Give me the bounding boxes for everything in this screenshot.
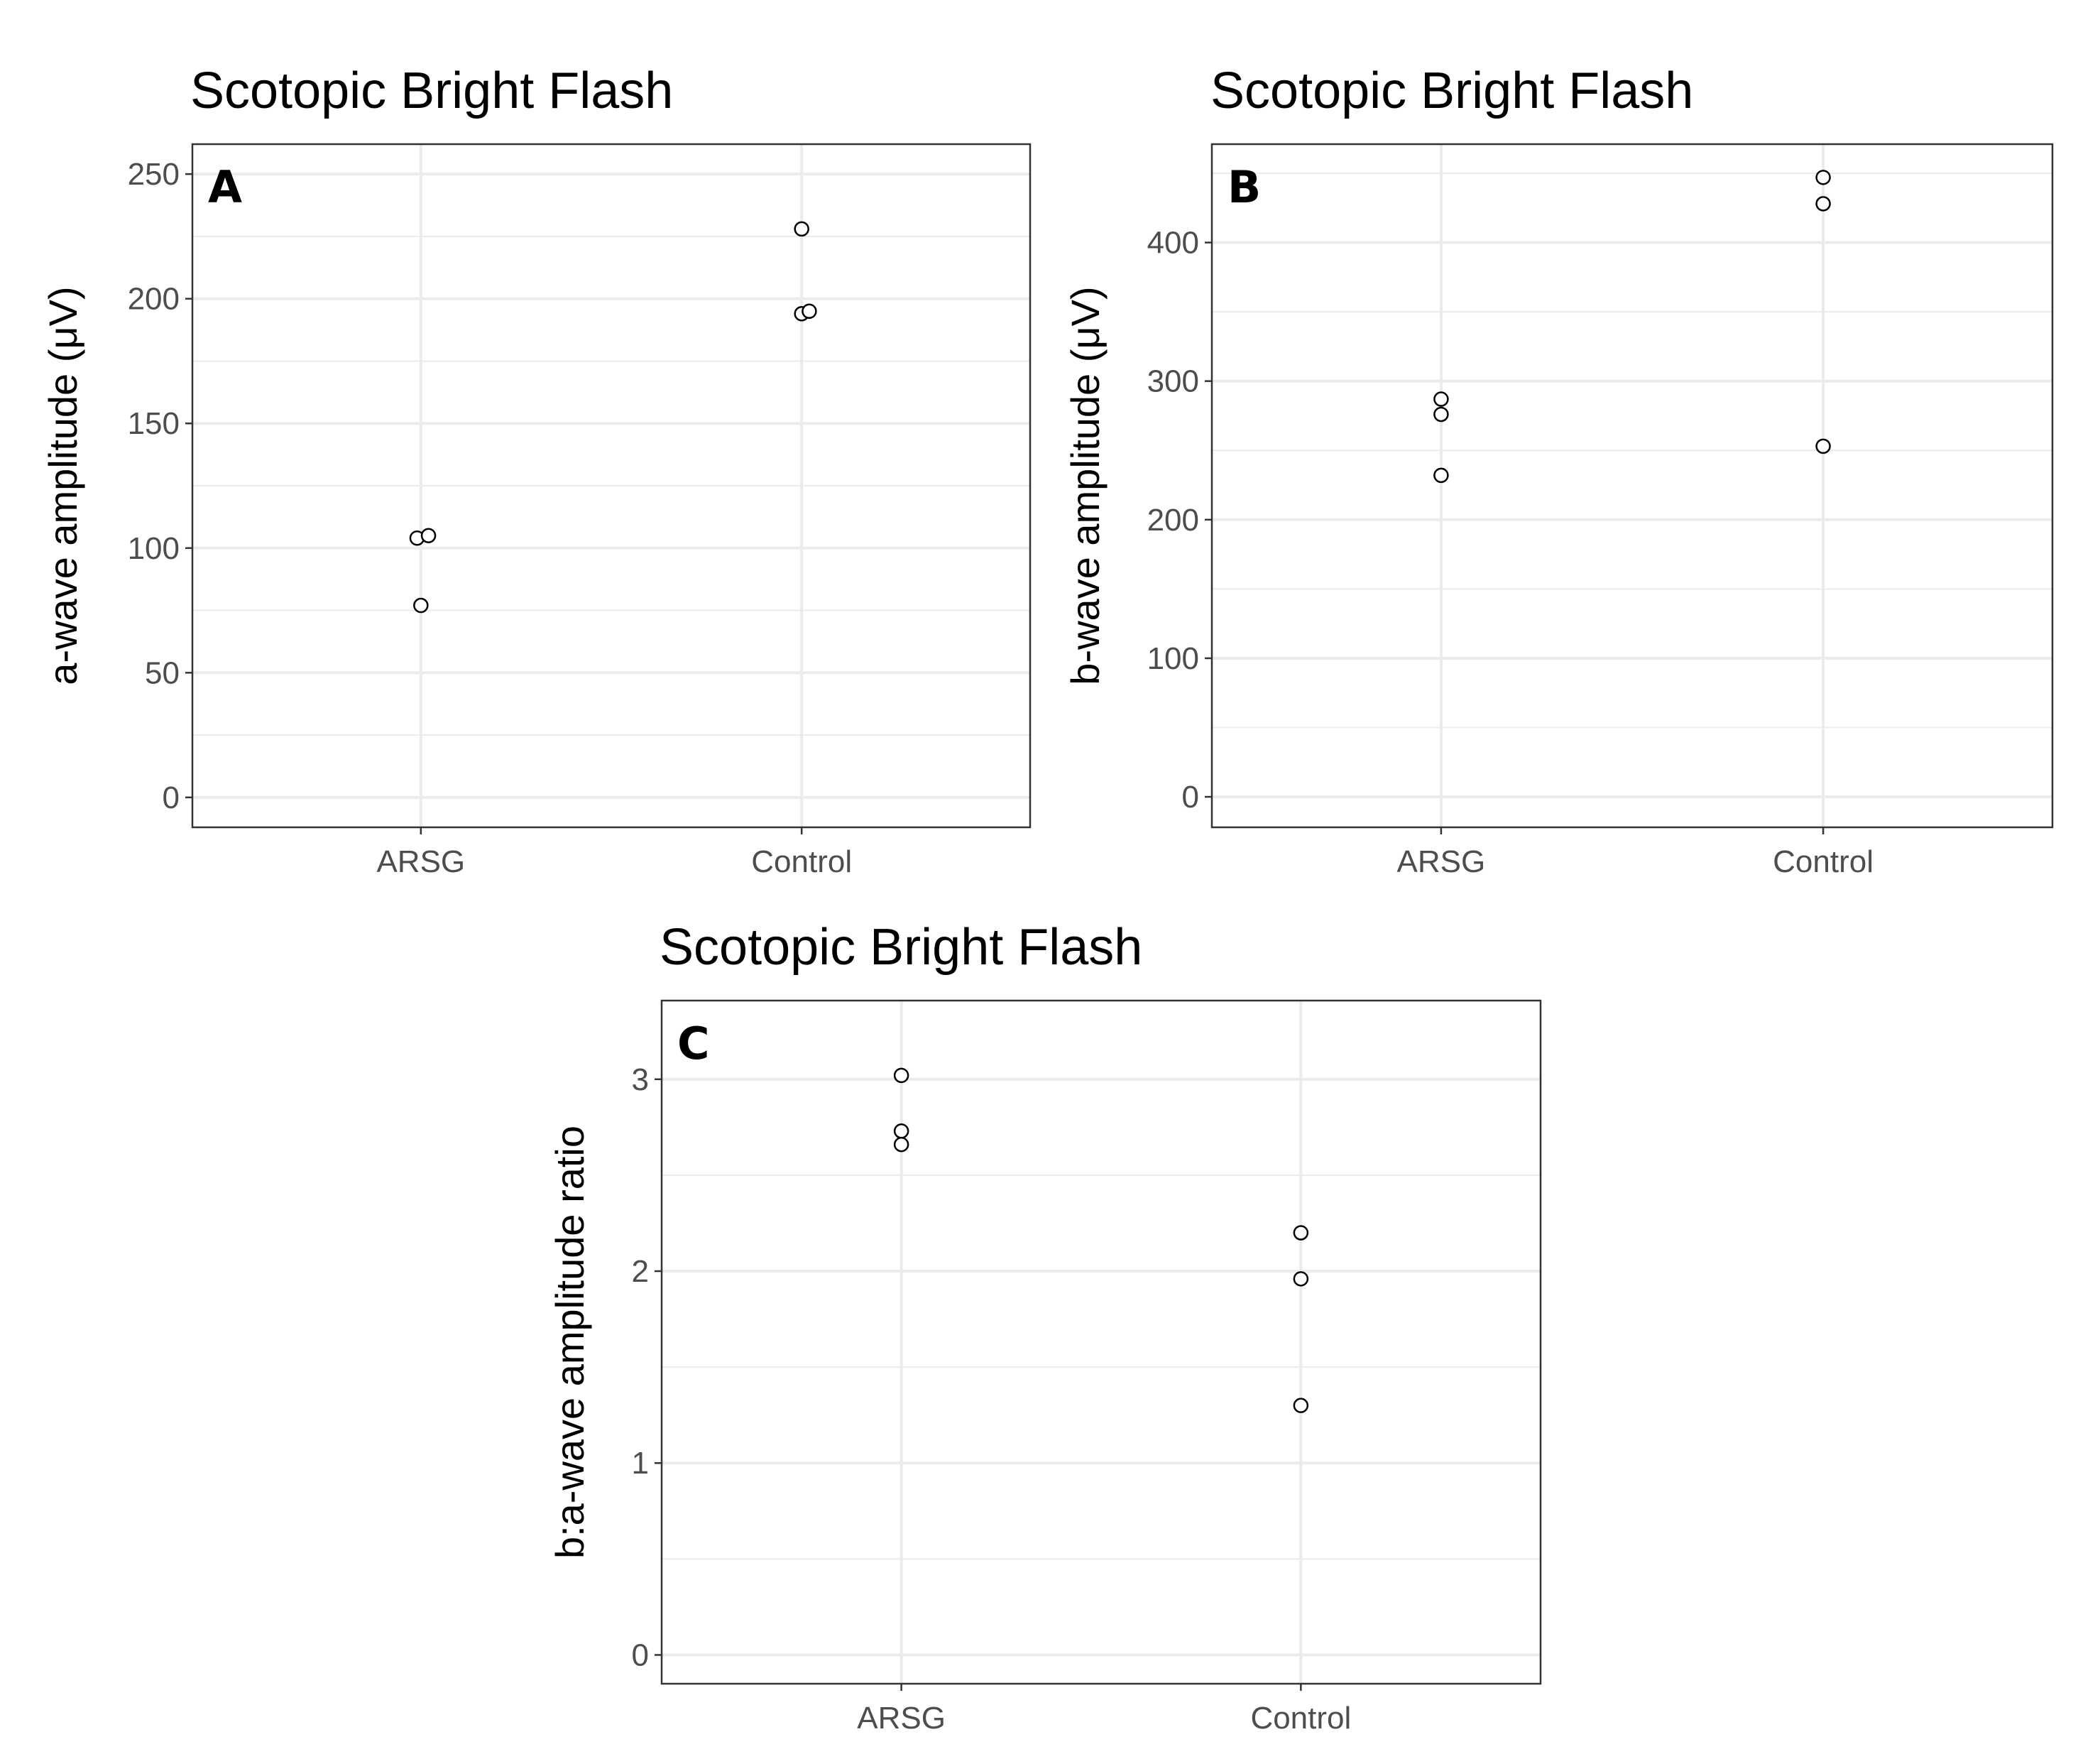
- data-point: [1293, 1271, 1309, 1287]
- data-point: [1293, 1225, 1309, 1241]
- data-point: [893, 1067, 909, 1084]
- chart-title: Scotopic Bright Flash: [660, 919, 1142, 976]
- y-tick-label: 2: [632, 1254, 649, 1289]
- y-tick-label: 100: [128, 531, 180, 566]
- y-tick-label: 100: [1147, 641, 1199, 676]
- y-tick-label: 300: [1147, 364, 1199, 399]
- y-tick-label: 200: [1147, 503, 1199, 538]
- data-point: [1815, 438, 1831, 454]
- data-point: [1433, 406, 1449, 423]
- panel-letter: B: [1227, 161, 1261, 213]
- y-tick-label: 150: [128, 406, 180, 441]
- panel-border: [1210, 143, 2054, 829]
- y-tick-label: 0: [632, 1638, 649, 1672]
- data-point: [802, 303, 817, 319]
- chart-title: Scotopic Bright Flash: [1210, 62, 1693, 119]
- data-point: [1815, 196, 1831, 212]
- panel-border: [191, 143, 1032, 829]
- data-point: [893, 1123, 909, 1139]
- panel-border: [660, 999, 1542, 1685]
- y-tick-label: 50: [145, 655, 180, 690]
- data-point: [893, 1136, 909, 1153]
- y-tick-label: 1: [632, 1446, 649, 1481]
- data-point: [413, 597, 429, 614]
- x-tick-label: Control: [1250, 1701, 1351, 1736]
- data-point: [1815, 170, 1831, 185]
- y-tick-label: 3: [632, 1062, 649, 1097]
- y-tick-label: 250: [128, 157, 180, 192]
- panel-a: 0 50 100 150 200 250 ARSG Control Scotopic Brigh…: [40, 62, 1032, 879]
- y-tick-label: 0: [163, 780, 180, 815]
- y-tick-label: 0: [1182, 780, 1199, 815]
- chart-title: Scotopic Bright Flash: [190, 62, 673, 119]
- x-tick-label: ARSG: [857, 1701, 946, 1736]
- data-point: [1433, 391, 1449, 407]
- data-point: [794, 221, 809, 237]
- x-tick-label: ARSG: [1397, 844, 1486, 879]
- data-point: [1433, 467, 1449, 484]
- panel-letter: A: [208, 161, 242, 213]
- y-axis-title: a-wave amplitude (μV): [40, 286, 85, 685]
- x-tick-label: ARSG: [376, 844, 465, 879]
- data-point: [420, 528, 437, 543]
- panel-letter: C: [677, 1018, 710, 1069]
- y-tick-label: 400: [1147, 226, 1199, 261]
- panel-c: 0 1 2 3 ARSG Control Scotopic Bright Flash b:a-…: [547, 919, 1542, 1736]
- y-axis-title: b:a-wave amplitude ratio: [547, 1126, 592, 1559]
- panel-b: 0 100 200 300 400 ARSG Control Scotopic Bright …: [1063, 62, 2054, 879]
- data-point: [1293, 1398, 1309, 1413]
- x-tick-label: Control: [751, 844, 852, 879]
- y-tick-label: 200: [128, 282, 180, 317]
- x-tick-label: Control: [1773, 844, 1874, 879]
- y-axis-title: b-wave amplitude (μV): [1063, 286, 1108, 685]
